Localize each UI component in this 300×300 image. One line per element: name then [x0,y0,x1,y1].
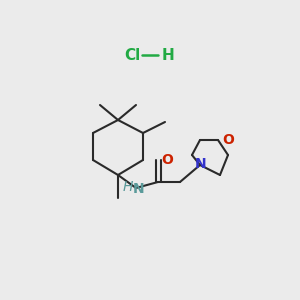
Text: H: H [162,47,174,62]
Text: N: N [133,182,145,196]
Text: N: N [195,157,207,171]
Text: Cl: Cl [124,47,140,62]
Text: O: O [222,133,234,147]
Text: H: H [123,180,133,194]
Text: O: O [161,153,173,167]
